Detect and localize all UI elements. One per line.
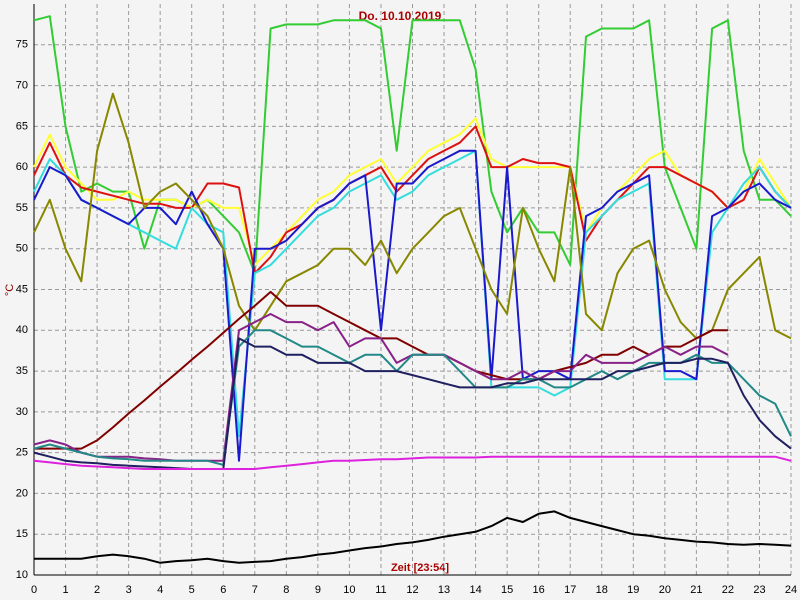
- y-tick-label: 25: [16, 447, 28, 459]
- x-tick-label: 15: [501, 584, 513, 596]
- y-tick-label: 70: [16, 79, 28, 91]
- y-tick-label: 15: [16, 528, 28, 540]
- x-tick-label: 5: [189, 584, 195, 596]
- data-line: [33, 455, 792, 470]
- x-tick-label: 24: [785, 584, 797, 596]
- y-tick-label: 75: [16, 39, 28, 51]
- data-line: [33, 149, 792, 438]
- x-tick-label: 14: [469, 584, 481, 596]
- data-line: [34, 510, 792, 564]
- data-line: [33, 117, 792, 266]
- y-tick-label: 30: [16, 406, 28, 418]
- y-tick-label: 40: [16, 324, 28, 336]
- x-tick-label: 9: [315, 584, 321, 596]
- x-tick-label: 18: [596, 584, 608, 596]
- x-tick-label: 1: [62, 584, 68, 596]
- y-tick-label: 65: [16, 120, 28, 132]
- x-tick-label: 11: [375, 584, 386, 596]
- data-line: [33, 313, 729, 462]
- y-tick-label: 50: [16, 243, 28, 255]
- x-tick-label: 22: [722, 584, 734, 596]
- x-tick-label: 21: [690, 584, 702, 596]
- y-tick-label: 60: [16, 161, 28, 173]
- x-tick-label: 4: [157, 584, 163, 596]
- x-tick-label: 13: [438, 584, 450, 596]
- x-tick-label: 8: [283, 584, 289, 596]
- y-tick-label: 35: [16, 365, 28, 377]
- y-tick-label: 55: [16, 202, 28, 214]
- x-tick-label: 16: [533, 584, 545, 596]
- x-axis-label: Zeit [23:54]: [391, 562, 449, 574]
- data-line: [33, 337, 792, 470]
- x-tick-label: 12: [406, 584, 418, 596]
- y-tick-label: 20: [16, 487, 28, 499]
- x-tick-label: 2: [94, 584, 100, 596]
- x-tick-label: 7: [252, 584, 258, 596]
- x-tick-label: 23: [753, 584, 765, 596]
- y-tick-label: 45: [16, 283, 28, 295]
- x-tick-label: 20: [659, 584, 671, 596]
- x-tick-label: 6: [220, 584, 226, 596]
- x-tick-label: 10: [343, 584, 355, 596]
- data-line: [33, 92, 792, 340]
- y-axis-label: °C: [4, 284, 16, 296]
- x-tick-label: 19: [627, 584, 639, 596]
- y-tick-label: 10: [16, 569, 28, 581]
- x-tick-label: 3: [126, 584, 132, 596]
- data-line: [33, 125, 792, 275]
- x-tick-label: 17: [564, 584, 576, 596]
- data-line: [33, 149, 792, 462]
- x-tick-label: 0: [31, 584, 37, 596]
